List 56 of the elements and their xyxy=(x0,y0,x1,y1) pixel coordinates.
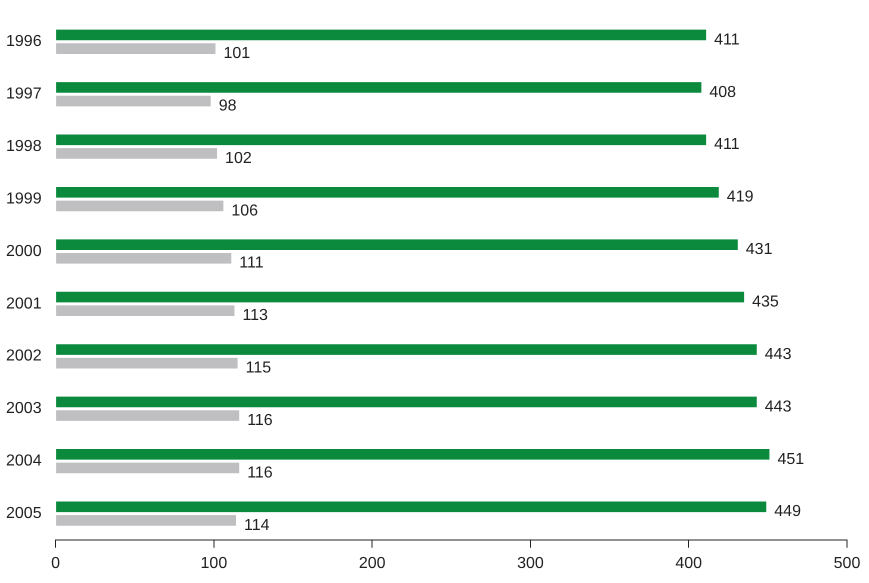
data-label: 411 xyxy=(714,31,740,48)
bar xyxy=(56,239,738,250)
y-tick-label: 1997 xyxy=(6,86,42,103)
bar xyxy=(56,134,706,146)
x-tick-label: 200 xyxy=(358,554,386,572)
bar xyxy=(56,515,236,526)
bar xyxy=(56,344,757,355)
bar xyxy=(56,82,702,93)
bar xyxy=(56,449,770,460)
bar xyxy=(56,410,240,421)
data-label: 102 xyxy=(225,150,252,167)
bar xyxy=(56,30,706,40)
data-label: 408 xyxy=(709,84,736,101)
bar xyxy=(56,396,757,408)
data-label: 106 xyxy=(231,202,258,220)
data-label: 98 xyxy=(218,97,237,114)
data-label: 451 xyxy=(777,450,804,468)
bar xyxy=(56,305,234,316)
data-label: 113 xyxy=(242,307,268,324)
x-tick-label: 100 xyxy=(200,554,228,572)
bar xyxy=(56,43,216,54)
bar xyxy=(56,501,766,512)
y-tick-label: 1996 xyxy=(6,33,42,50)
bar xyxy=(56,96,211,106)
data-label: 116 xyxy=(247,464,273,482)
data-label: 101 xyxy=(223,45,250,62)
y-tick-label: 1998 xyxy=(6,138,42,156)
data-label: 449 xyxy=(774,503,802,520)
data-label: 115 xyxy=(246,360,272,377)
data-label: 116 xyxy=(247,412,273,429)
data-label: 443 xyxy=(764,346,792,363)
bar xyxy=(56,462,240,474)
y-tick-label: 2004 xyxy=(6,452,42,470)
y-tick-label: 2005 xyxy=(6,504,42,522)
bar xyxy=(56,292,744,302)
y-tick-label: 2001 xyxy=(6,295,42,312)
data-label: 443 xyxy=(764,398,792,416)
data-label: 419 xyxy=(726,188,754,206)
x-tick-label: 500 xyxy=(834,554,860,572)
bar xyxy=(56,186,719,198)
data-label: 111 xyxy=(239,254,264,272)
data-label: 114 xyxy=(244,516,270,534)
y-tick-label: 2003 xyxy=(6,400,42,418)
bar xyxy=(56,148,218,159)
x-tick-label: 400 xyxy=(675,554,702,572)
bar xyxy=(56,200,224,212)
y-tick-label: 1999 xyxy=(6,190,42,208)
y-tick-label: 2000 xyxy=(6,242,42,260)
x-tick-label: 300 xyxy=(517,554,544,572)
y-tick-label: 2002 xyxy=(6,348,42,365)
bar xyxy=(56,358,238,368)
data-label: 435 xyxy=(752,294,779,310)
data-label: 431 xyxy=(746,241,773,258)
data-label: 411 xyxy=(714,136,740,154)
x-tick-label: 0 xyxy=(51,554,60,572)
bar xyxy=(56,252,232,264)
